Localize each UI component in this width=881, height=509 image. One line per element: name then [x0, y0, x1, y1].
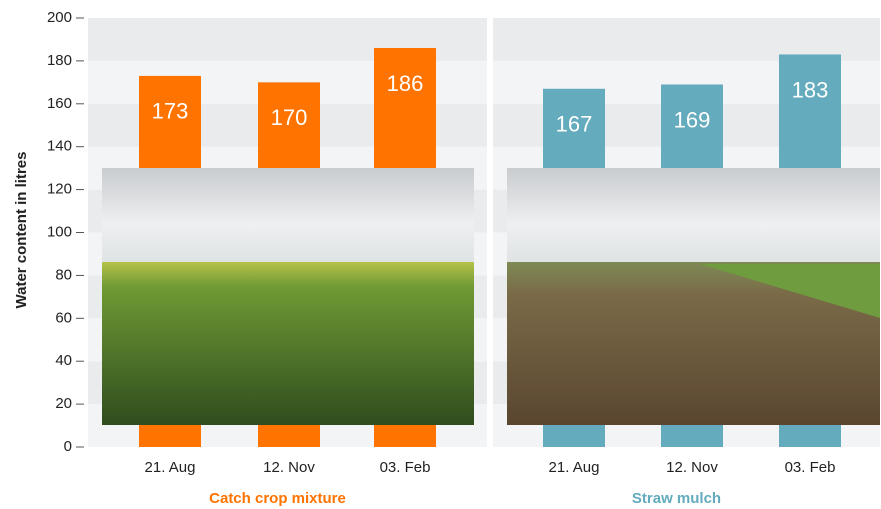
x-tick-label: 21. Aug: [145, 459, 196, 476]
x-axis-label: Straw mulch: [632, 490, 721, 507]
chart: 0 20 40 60 80 100 120 140 160 180 200 173 21. Aug 170…: [0, 0, 881, 509]
y-axis-label: Water content in litres: [13, 152, 30, 309]
x-axis-label: Catch crop mixture: [209, 490, 346, 507]
value-label: 170: [271, 105, 308, 130]
value-label: 186: [387, 71, 424, 96]
y-tick-label: 60: [55, 309, 72, 326]
x-tick-label: 12. Nov: [263, 459, 315, 476]
x-tick-label: 21. Aug: [549, 459, 600, 476]
y-tick-label: 200: [47, 9, 72, 26]
y-tick-label: 20: [55, 395, 72, 412]
value-label: 167: [556, 112, 593, 137]
y-tick-label: 180: [47, 52, 72, 69]
y-tick-label: 140: [47, 138, 72, 155]
y-tick-label: 80: [55, 266, 72, 283]
photo-straw-mulch: [507, 168, 880, 425]
y-tick-label: 120: [47, 181, 72, 198]
y-tick-label: 160: [47, 95, 72, 112]
x-tick-label: 03. Feb: [785, 459, 836, 476]
x-tick-label: 12. Nov: [666, 459, 718, 476]
value-label: 169: [674, 107, 711, 132]
y-tick-label: 100: [47, 223, 72, 240]
x-tick-label: 03. Feb: [380, 459, 431, 476]
y-tick-label: 0: [64, 438, 72, 455]
photo-catch-crop: [102, 168, 474, 425]
y-tick-label: 40: [55, 352, 72, 369]
value-label: 173: [152, 99, 189, 124]
value-label: 183: [792, 77, 829, 102]
